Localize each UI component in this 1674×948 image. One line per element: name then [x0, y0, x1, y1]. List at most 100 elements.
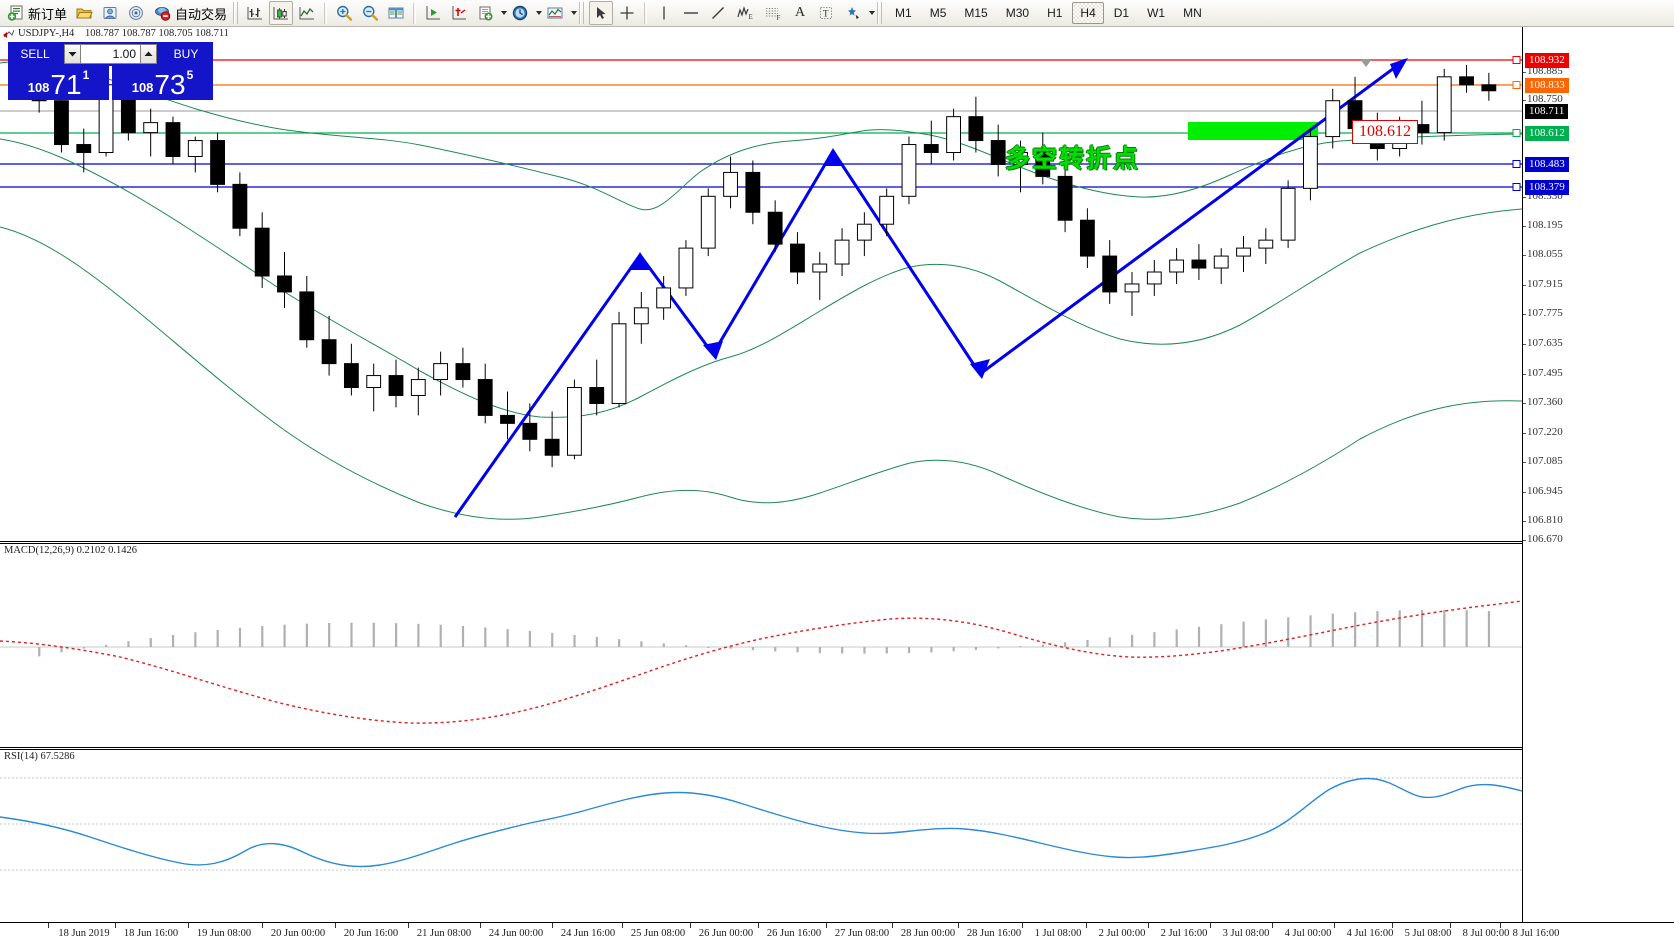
timeframe-m1[interactable]: M1 [895, 6, 912, 20]
price-level-badge[interactable]: 108.932 [1525, 53, 1569, 68]
toolbar-grip-3[interactable] [877, 2, 883, 24]
chart-area[interactable]: USDJPY-,H4 108.787 108.787 108.705 108.7… [0, 27, 1674, 948]
timeframe-h1[interactable]: H1 [1047, 6, 1063, 20]
tile-windows-button[interactable] [384, 1, 408, 25]
arrowhead-down-1 [703, 341, 723, 360]
indicators-button[interactable] [543, 1, 567, 25]
volume-input[interactable]: 1.00 [81, 44, 140, 64]
timeframe-w1[interactable]: W1 [1147, 6, 1166, 20]
toolbar-grip-2[interactable] [579, 2, 585, 24]
zoom-in-button[interactable] [332, 1, 356, 25]
level-handles[interactable] [1510, 27, 1526, 541]
macd-bar [149, 638, 152, 647]
profile-button[interactable] [98, 1, 122, 25]
label-button[interactable]: T [814, 1, 838, 25]
price-level-badge[interactable]: 108.483 [1525, 157, 1569, 172]
period-dropdown-arrow[interactable] [536, 11, 543, 15]
shift-end-button[interactable] [421, 1, 445, 25]
elliott-wave-button[interactable]: E [732, 1, 758, 25]
fibonacci-icon: F [766, 8, 781, 22]
pane-divider-macd[interactable] [0, 541, 1674, 542]
volume-decrement-button[interactable] [64, 44, 81, 64]
objects-dropdown-arrow[interactable] [869, 11, 876, 15]
price-level-badge[interactable]: 108.379 [1525, 180, 1569, 195]
indicators-dropdown-arrow[interactable] [571, 11, 578, 15]
volume-control[interactable]: 1.00 [62, 42, 159, 66]
bar-chart-button[interactable] [243, 1, 267, 25]
price-level-badge[interactable]: 108.612 [1525, 126, 1569, 141]
objects-button[interactable] [840, 1, 865, 25]
period-button[interactable] [508, 1, 532, 25]
candle-body [410, 379, 426, 396]
chinese-annotation: 多空转折点 [1005, 145, 1141, 173]
folder-icon [76, 8, 93, 19]
vline-button[interactable] [652, 1, 676, 25]
folder-button[interactable] [72, 1, 96, 25]
autotrade-button[interactable]: 自动交易 [150, 1, 230, 25]
zoom-out-button[interactable] [358, 1, 382, 25]
candle-body [544, 438, 560, 456]
price-scale-tick: 107.495 [1523, 367, 1563, 379]
buy-header[interactable]: BUY [159, 42, 213, 66]
templates-dropdown-arrow[interactable] [501, 11, 508, 15]
one-click-trading-panel[interactable]: SELL 1.00 BUY [8, 42, 213, 100]
time-axis-label: 21 Jun 08:00 [416, 928, 472, 939]
price-level-badge[interactable]: 108.833 [1525, 78, 1569, 93]
highlight-box [1188, 122, 1318, 140]
text-button[interactable]: A [788, 1, 812, 25]
signals-button[interactable] [124, 1, 148, 25]
candle-body [834, 239, 850, 265]
time-axis-label: 4 Jul 00:00 [1284, 928, 1332, 939]
candlestick-button[interactable] [269, 1, 294, 25]
time-axis-label: 5 Jul 08:00 [1404, 928, 1452, 939]
new-order-button[interactable]: 新订单 [4, 1, 70, 25]
price-scale[interactable]: 108.885 108.750 108.330 108.195 108.055 107.9… [1522, 27, 1674, 922]
time-axis-label: 18 Jun 16:00 [123, 928, 179, 939]
time-axis-tick [262, 923, 263, 928]
bollinger-lower [0, 226, 1522, 520]
timeframe-m5[interactable]: M5 [929, 6, 947, 20]
macd-bar [997, 647, 1000, 649]
volume-increment-button[interactable] [140, 44, 157, 64]
macd-bar [528, 630, 532, 647]
macd-bar [372, 622, 375, 647]
time-axis-label: 24 Jun 00:00 [488, 928, 544, 939]
buy-price-button[interactable]: 108 73 5 [112, 66, 213, 100]
time-axis-label: 25 Jun 08:00 [630, 928, 686, 939]
macd-bar [1175, 629, 1178, 647]
candle-body [366, 375, 382, 389]
rsi-chart-canvas[interactable] [0, 751, 1522, 922]
trendline-button[interactable] [706, 1, 730, 25]
macd-bar [261, 626, 264, 647]
auto-scroll-button[interactable] [447, 1, 471, 25]
macd-bar [1108, 637, 1111, 647]
timeframe-h4[interactable]: H4 [1072, 2, 1104, 24]
time-axis[interactable]: 18 Jun 2019 18 Jun 16:00 19 Jun 08:00 20 Ju… [0, 922, 1674, 948]
pane-divider-rsi[interactable] [0, 747, 1674, 748]
crosshair-icon [620, 6, 634, 20]
candle-body [433, 363, 449, 381]
macd-bar [1019, 646, 1022, 647]
time-axis-label: 8 Jul 00:00 [1462, 928, 1510, 939]
line-chart-button[interactable] [295, 1, 319, 25]
timeframe-m15[interactable]: M15 [964, 6, 988, 20]
timeframe-m30[interactable]: M30 [1005, 6, 1030, 20]
fibonacci-button[interactable]: F [760, 1, 786, 25]
label-icon: T [820, 7, 833, 19]
candle-body [1057, 175, 1073, 221]
timeframe-d1[interactable]: D1 [1113, 6, 1130, 20]
toolbar-grip[interactable] [233, 2, 239, 24]
time-axis-label: 20 Jun 16:00 [343, 928, 399, 939]
cursor-button[interactable] [589, 1, 614, 25]
hline-button[interactable] [678, 1, 704, 25]
price-chart-canvas[interactable] [0, 27, 1522, 541]
toolbar-separator-3 [644, 2, 648, 24]
sell-price-button[interactable]: 108 71 1 [8, 66, 109, 100]
sell-header[interactable]: SELL [8, 42, 62, 66]
macd-chart-canvas[interactable] [0, 545, 1522, 745]
price-level-badge[interactable]: 108.711 [1525, 104, 1569, 119]
svg-text:T: T [823, 9, 829, 19]
templates-button[interactable] [473, 1, 497, 25]
crosshair-button[interactable] [615, 1, 639, 25]
timeframe-mn[interactable]: MN [1183, 6, 1202, 20]
